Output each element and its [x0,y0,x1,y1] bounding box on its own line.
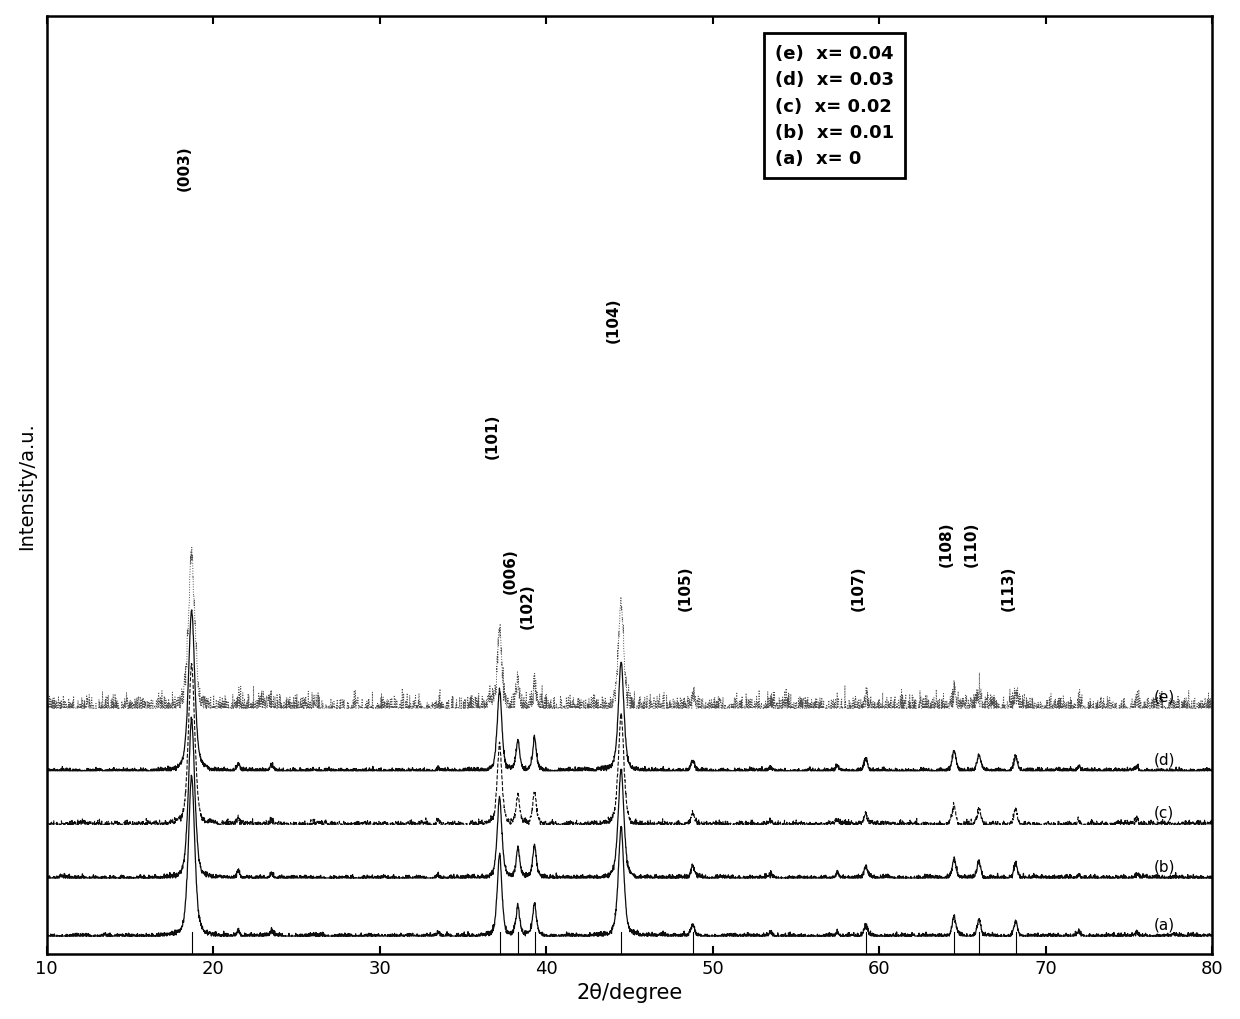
Text: (102): (102) [520,583,534,629]
X-axis label: 2θ/degree: 2θ/degree [577,982,682,1003]
Text: (003): (003) [176,146,192,192]
Text: (104): (104) [606,298,621,343]
Text: (a): (a) [1153,917,1174,931]
Text: (108): (108) [939,521,954,567]
Text: (e): (e) [1153,689,1176,704]
Text: (d): (d) [1153,752,1176,766]
Text: (105): (105) [677,566,693,610]
Text: (101): (101) [485,414,500,459]
Text: (c): (c) [1153,805,1174,820]
Text: (b): (b) [1153,859,1176,873]
Text: (006): (006) [503,547,518,593]
Y-axis label: Intensity/a.u.: Intensity/a.u. [16,422,36,549]
Text: (113): (113) [1001,566,1016,610]
Text: (107): (107) [851,566,866,610]
Text: (110): (110) [963,521,978,566]
Text: (e)  x= 0.04
(d)  x= 0.03
(c)  x= 0.02
(b)  x= 0.01
(a)  x= 0: (e) x= 0.04 (d) x= 0.03 (c) x= 0.02 (b) … [775,45,894,168]
